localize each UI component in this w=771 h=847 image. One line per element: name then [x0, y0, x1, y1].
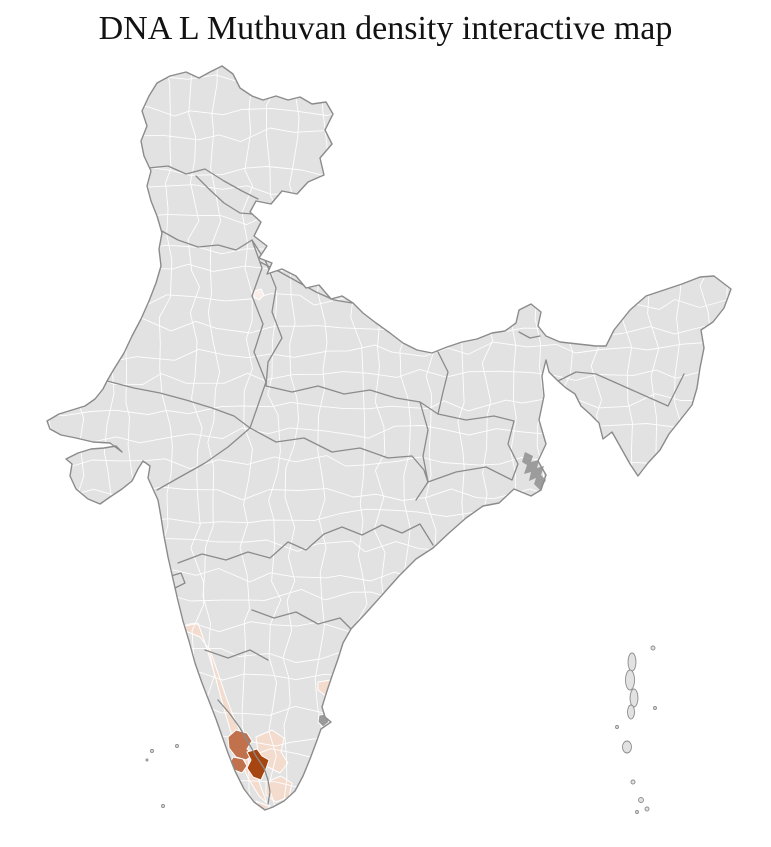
high-density-regions — [227, 288, 330, 781]
district-region-high-core[interactable] — [246, 748, 270, 781]
andaman-islands[interactable] — [615, 645, 657, 754]
delta-texture-patch — [522, 452, 546, 490]
nicobar-islands[interactable] — [630, 779, 650, 814]
lakshadweep-islands[interactable] — [145, 744, 179, 808]
district-region-capital-trace[interactable] — [253, 288, 265, 301]
islands — [145, 645, 657, 814]
state-borders — [106, 165, 685, 805]
map-title: DNA L Muthuvan density interactive map — [98, 10, 673, 47]
